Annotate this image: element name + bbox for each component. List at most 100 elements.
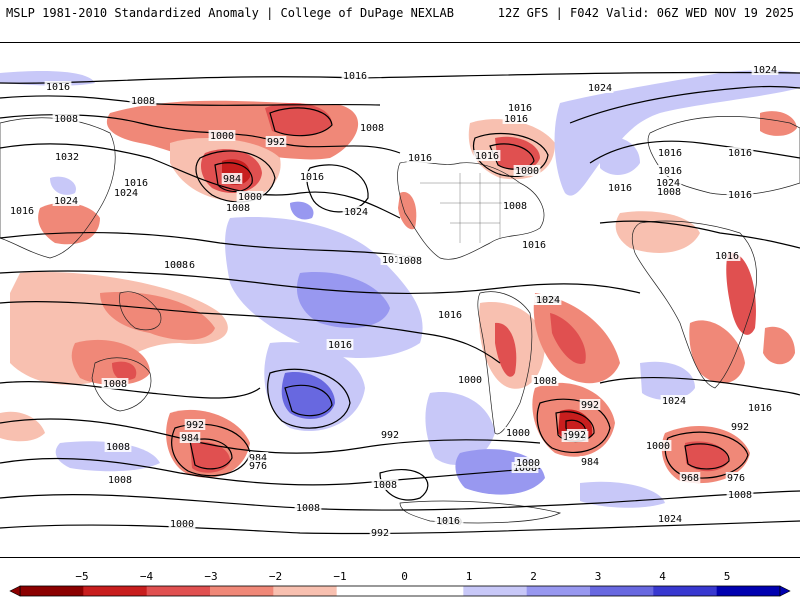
isobar-labels: 1016102410161008100810241016100810161000… bbox=[8, 64, 779, 539]
isobar bbox=[0, 520, 800, 535]
isobar-label-bg bbox=[531, 375, 559, 386]
isobar-label-bg bbox=[106, 474, 134, 485]
isobar-label: 1008 bbox=[164, 260, 188, 271]
anomaly-region bbox=[640, 361, 695, 400]
anomaly-region bbox=[50, 176, 76, 195]
colorbar-segment bbox=[20, 586, 84, 596]
isobar-label: 1024 bbox=[656, 178, 680, 189]
isobar-label: 992 bbox=[267, 137, 285, 148]
isobar-label: 1024 bbox=[662, 396, 686, 407]
isobar-label: 1016 bbox=[748, 403, 772, 414]
isobar-label: 968 bbox=[681, 473, 699, 484]
isobar-label: 1016 bbox=[658, 148, 682, 159]
isobar-label: 1016 bbox=[10, 206, 34, 217]
isobar-label-bg bbox=[265, 136, 287, 147]
colorbar-segment bbox=[653, 586, 718, 596]
isobar-label-bg bbox=[396, 255, 424, 266]
isobar-label: 1008 bbox=[503, 201, 527, 212]
isobar-label: 1016 bbox=[328, 340, 352, 351]
isobar bbox=[599, 376, 800, 396]
colorbar-tick-label: 4 bbox=[659, 570, 666, 583]
isobar-label: 984 bbox=[223, 174, 241, 185]
isobar-label: 992 bbox=[381, 430, 399, 441]
isobar-label: 1008 bbox=[360, 123, 384, 134]
isobar-label-bg bbox=[726, 189, 754, 200]
isobar-label: 1024 bbox=[344, 207, 368, 218]
anomaly-region bbox=[615, 211, 700, 253]
isobar-label-bg bbox=[436, 309, 464, 320]
isobar-label: 1016 bbox=[438, 310, 462, 321]
isobar-label: 976 bbox=[727, 473, 745, 484]
isobar-label: 1000 bbox=[515, 166, 539, 177]
isobar-label: 1000 bbox=[506, 428, 530, 439]
isobar-label: 1016 bbox=[300, 172, 324, 183]
isobar-label: 1016 bbox=[382, 255, 406, 266]
anomaly-region bbox=[689, 320, 745, 384]
isobar-label: 1016 bbox=[728, 148, 752, 159]
isobar-label-bg bbox=[168, 518, 196, 529]
colorbar-tick-label: 3 bbox=[595, 570, 602, 583]
colorbar-segment bbox=[336, 586, 401, 596]
anomaly-region bbox=[290, 201, 314, 220]
coastline bbox=[397, 161, 545, 260]
isobar bbox=[0, 381, 261, 399]
isobar-label-bg bbox=[713, 250, 741, 261]
anomaly-region bbox=[281, 372, 335, 419]
isobar-label: 992 bbox=[731, 422, 749, 433]
isobar-label: 1008 bbox=[657, 187, 681, 198]
anomaly-region bbox=[554, 70, 800, 196]
isobar-label: 1016 bbox=[408, 153, 432, 164]
anomaly-map: 1016 1024 1016 1008 1008 1024 1016 1008 1016 1000… bbox=[0, 42, 800, 558]
isobar-label: 1016 bbox=[658, 166, 682, 177]
isobar-label: 1000 bbox=[646, 441, 670, 452]
isobar-label: 1024 bbox=[54, 196, 78, 207]
isobar-label-bg bbox=[162, 259, 190, 270]
isobar-label-bg bbox=[655, 186, 683, 197]
isobar-label: 1016 bbox=[46, 82, 70, 93]
boundary bbox=[420, 173, 520, 243]
isobar bbox=[0, 457, 541, 486]
anomaly-region bbox=[190, 441, 231, 473]
isobar-label: 1008 bbox=[728, 490, 752, 501]
isobar-label-bg bbox=[379, 429, 401, 440]
colorbar-segment bbox=[146, 586, 211, 596]
isobar-label-bg bbox=[236, 191, 264, 202]
isobar-label-bg bbox=[129, 95, 157, 106]
isobar-label-bg bbox=[371, 479, 399, 490]
isobar-label: 1000 bbox=[170, 519, 194, 530]
isobar-label-bg bbox=[579, 399, 601, 410]
colorbar-legend: −5 −4 −3 −2 −1 0 1 2 3 4 5 bbox=[0, 562, 800, 600]
isobar bbox=[599, 220, 800, 249]
isobar-label-bg bbox=[725, 472, 747, 483]
isobar-label: 992 bbox=[568, 430, 586, 441]
coastline bbox=[477, 291, 533, 435]
isobar-label: 984 bbox=[249, 453, 267, 464]
isobar bbox=[214, 162, 253, 193]
colorbar-tick-label: 1 bbox=[466, 570, 473, 583]
isobar-label: 1008 bbox=[373, 480, 397, 491]
colorbar-segment bbox=[400, 586, 464, 596]
isobar-label-bg bbox=[746, 402, 774, 413]
isobar-label-bg bbox=[221, 173, 243, 184]
isobar-label-bg bbox=[104, 441, 132, 452]
coastline bbox=[631, 220, 757, 389]
colorbar-tick-label: 2 bbox=[530, 570, 537, 583]
isobar bbox=[0, 143, 401, 219]
isobar bbox=[0, 270, 641, 295]
isobar-label-bg bbox=[8, 205, 36, 216]
isobar-label: 1032 bbox=[55, 152, 79, 163]
isobar-label-bg bbox=[501, 200, 529, 211]
isobar-label: 992 bbox=[186, 420, 204, 431]
isobar-label-bg bbox=[101, 378, 129, 389]
isobar-label: 1016 bbox=[715, 251, 739, 262]
anomaly-region bbox=[495, 322, 517, 377]
isobar-label-bg bbox=[656, 165, 684, 176]
anomaly-region bbox=[550, 313, 586, 364]
isobar bbox=[189, 438, 233, 470]
isobar bbox=[589, 140, 800, 164]
colorbar-tick-label: 0 bbox=[401, 570, 408, 583]
isobar-label: 1008 bbox=[108, 475, 132, 486]
isobar-label: 1024 bbox=[658, 514, 682, 525]
anomaly-region bbox=[580, 481, 665, 508]
isobar-label: 1016 bbox=[508, 103, 532, 114]
